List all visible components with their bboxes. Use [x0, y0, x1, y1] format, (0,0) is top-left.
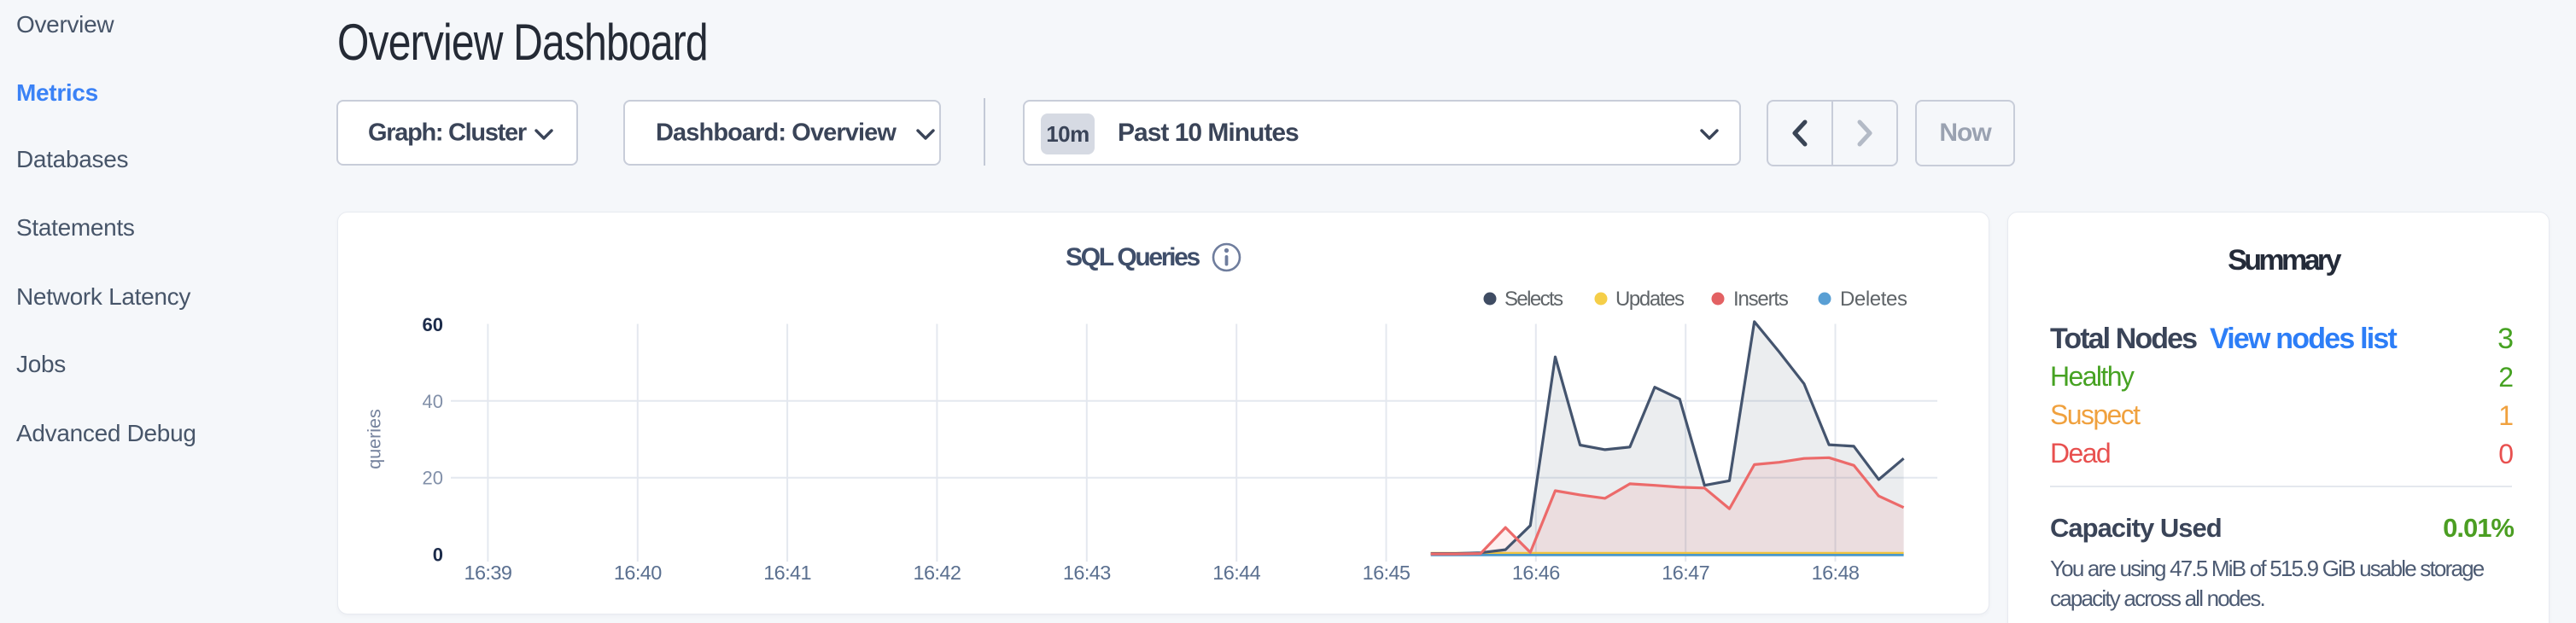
svg-text:16:42: 16:42	[913, 562, 961, 584]
svg-text:Deletes: Deletes	[1840, 288, 1907, 311]
svg-text:Updates: Updates	[1615, 288, 1685, 311]
svg-text:16:40: 16:40	[614, 562, 662, 584]
svg-text:Selects: Selects	[1504, 288, 1563, 311]
svg-text:16:47: 16:47	[1662, 562, 1709, 584]
svg-text:queries: queries	[365, 409, 385, 469]
svg-text:60: 60	[423, 314, 443, 335]
svg-text:0: 0	[433, 544, 443, 566]
svg-text:16:45: 16:45	[1363, 562, 1411, 584]
svg-text:16:46: 16:46	[1512, 562, 1560, 584]
svg-text:Inserts: Inserts	[1733, 288, 1789, 311]
svg-text:40: 40	[423, 391, 443, 412]
svg-text:16:43: 16:43	[1063, 562, 1111, 584]
svg-text:16:41: 16:41	[763, 562, 811, 584]
svg-text:16:48: 16:48	[1812, 562, 1860, 584]
svg-text:20: 20	[423, 468, 443, 489]
svg-text:16:39: 16:39	[464, 562, 511, 584]
svg-text:16:44: 16:44	[1212, 562, 1260, 584]
